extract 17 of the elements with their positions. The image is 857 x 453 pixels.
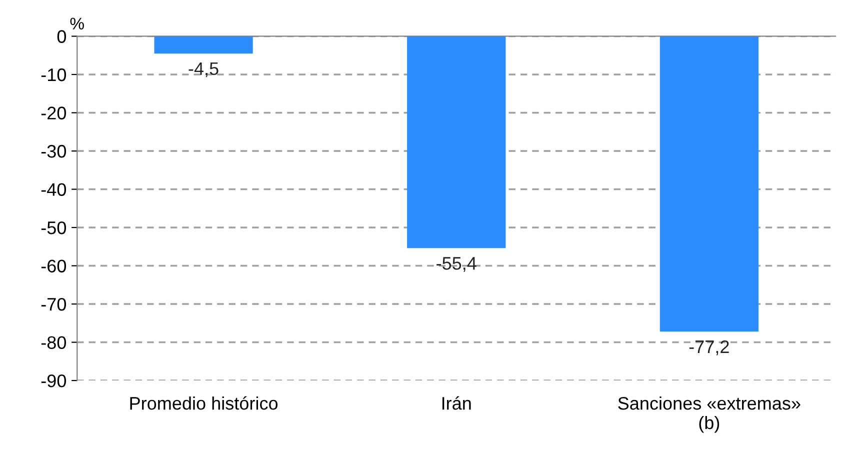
y-tick-label: -10 xyxy=(41,68,66,82)
y-tick-label: -40 xyxy=(41,183,66,196)
x-tick-label: Promedio histórico xyxy=(130,396,278,410)
y-tick-label: -80 xyxy=(41,336,66,349)
x-tick-label: Sanciones «extremas» (b) xyxy=(618,396,800,433)
y-tick-label: -70 xyxy=(41,298,66,311)
data-label: -77,2 xyxy=(689,340,729,356)
data-label: -4,5 xyxy=(188,62,218,78)
data-label: -55,4 xyxy=(436,257,476,272)
y-tick-label: -30 xyxy=(41,144,66,158)
y-tick-label: -90 xyxy=(41,374,66,388)
y-tick-label: -60 xyxy=(41,260,66,272)
y-axis-title: % xyxy=(70,18,84,30)
y-tick-label: -20 xyxy=(41,106,66,120)
y-tick-label: -50 xyxy=(41,221,66,234)
y-tick-label: 0 xyxy=(57,30,66,43)
x-tick-label: Irán xyxy=(442,396,471,410)
